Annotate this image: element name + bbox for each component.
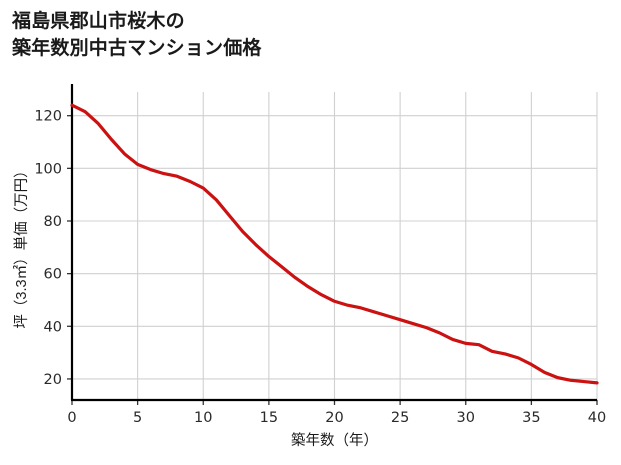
x-axis-title: 築年数（年） [291, 431, 378, 449]
axis-titles-group: 築年数（年） 坪（3.3㎡）単価（万円） [13, 163, 378, 449]
y-tick-label: 80 [44, 214, 62, 230]
axis-spines-group [70, 84, 597, 402]
x-tick-label: 15 [260, 410, 278, 426]
x-tick-label: 10 [194, 410, 212, 426]
y-tick-label: 120 [34, 109, 62, 125]
y-tick-label: 60 [44, 267, 62, 283]
gridlines-group [72, 92, 598, 400]
y-axis-title: 坪（3.3㎡）単価（万円） [13, 163, 30, 328]
chart-title: 福島県郡山市桜木の 築年数別中古マンション価格 [12, 11, 262, 59]
tick-labels-group: 20 40 60 80 100 120 0 5 10 15 20 25 30 35 40 [34, 109, 606, 426]
data-series-group [70, 103, 599, 385]
y-tick-label: 100 [34, 161, 62, 177]
x-tick-label: 25 [391, 410, 409, 426]
x-tick-label: 0 [67, 410, 76, 426]
x-tick-label: 20 [325, 410, 343, 426]
x-tick-label: 5 [133, 410, 142, 426]
y-tick-label: 20 [44, 372, 62, 388]
x-tick-label: 30 [457, 410, 475, 426]
series-line-0 [70, 103, 599, 385]
x-tick-label: 35 [522, 410, 540, 426]
x-tick-label: 40 [588, 410, 606, 426]
tickmarks-group [67, 115, 598, 405]
y-tick-label: 40 [44, 319, 62, 335]
